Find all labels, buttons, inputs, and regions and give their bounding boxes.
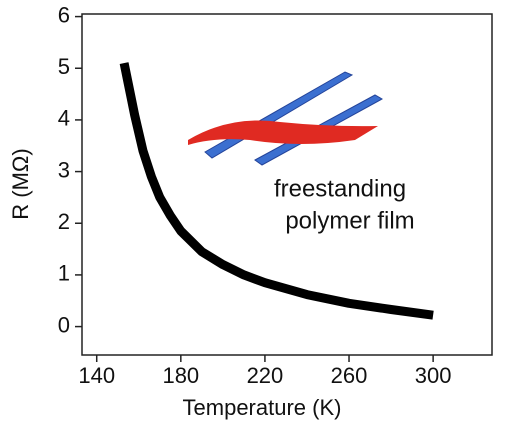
y-tick-label: 5 bbox=[58, 54, 70, 79]
annotation: polymer film bbox=[285, 207, 414, 234]
data-line bbox=[119, 62, 434, 320]
x-tick-label: 220 bbox=[247, 363, 284, 388]
y-tick-label: 2 bbox=[58, 209, 70, 234]
y-tick-label: 4 bbox=[58, 106, 70, 131]
plot-frame bbox=[81, 13, 493, 356]
annotation: freestanding bbox=[274, 175, 406, 202]
x-tick-label: 260 bbox=[331, 363, 368, 388]
y-tick-label: 3 bbox=[58, 157, 70, 182]
y-tick-label: 1 bbox=[58, 261, 70, 286]
x-tick-label: 300 bbox=[415, 363, 452, 388]
x-axis-label: Temperature (K) bbox=[183, 395, 342, 420]
x-tick-label: 140 bbox=[78, 363, 115, 388]
inset-illustration bbox=[188, 71, 384, 166]
y-tick-label: 6 bbox=[58, 2, 70, 27]
y-tick-label: 0 bbox=[58, 312, 70, 337]
y-axis-label: R (MΩ) bbox=[8, 148, 33, 219]
x-tick-label: 180 bbox=[162, 363, 199, 388]
